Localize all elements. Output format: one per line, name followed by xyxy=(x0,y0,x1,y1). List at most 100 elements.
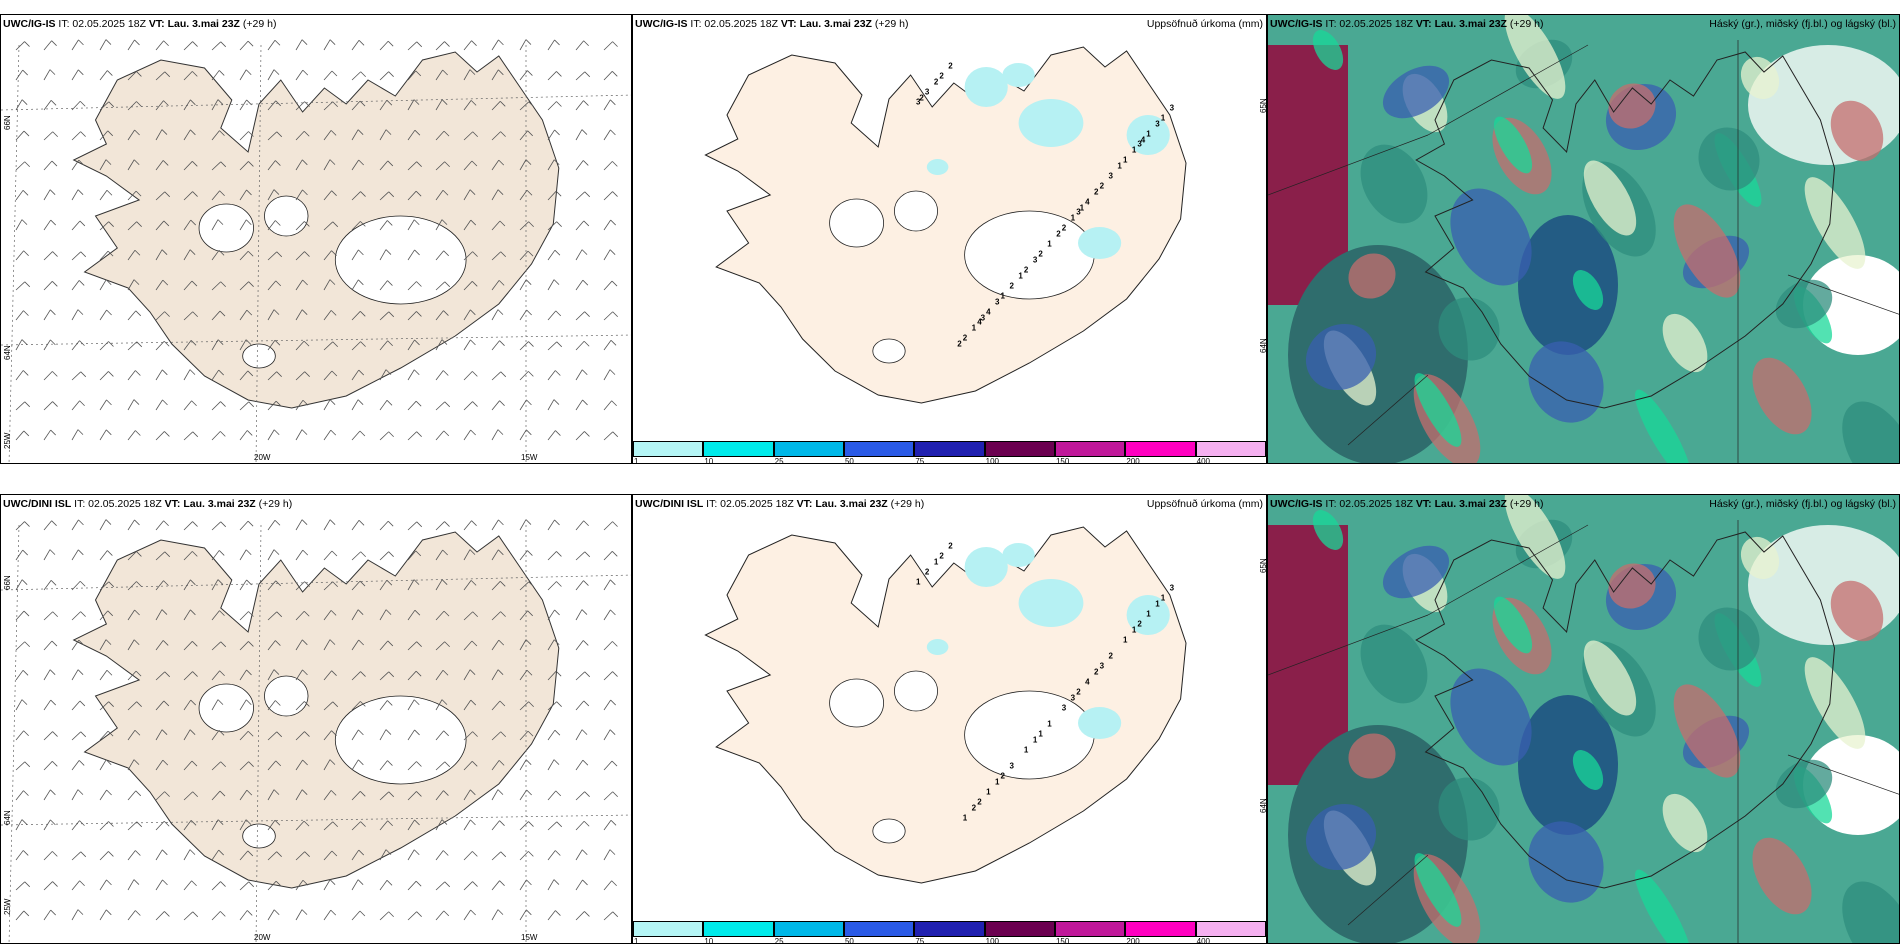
wind-barb-flag xyxy=(247,730,254,737)
wind-barb-flag xyxy=(274,519,281,526)
wind-barb-flag xyxy=(500,611,506,617)
precip-map-panel-top: UWC/IG-IS IT: 02.05.2025 18Z VT: Lau. 3.… xyxy=(632,14,1267,464)
wind-barb xyxy=(491,39,499,51)
wind-barb xyxy=(71,189,79,201)
wind-barb-flag xyxy=(610,219,616,226)
wind-barb-flag xyxy=(385,369,392,375)
wind-barb-flag xyxy=(444,41,450,47)
wind-barb-flag xyxy=(416,431,422,437)
cloud-patch xyxy=(1414,373,1462,447)
precip-value-label: 4 xyxy=(1141,136,1146,145)
wind-barb xyxy=(463,611,474,621)
wind-barb-flag xyxy=(556,101,562,107)
wind-barb xyxy=(463,549,471,561)
wind-barb-flag xyxy=(583,820,590,827)
wind-barb-flag xyxy=(78,549,84,556)
lat-label-64n: 64N xyxy=(3,345,12,360)
wind-barb-flag xyxy=(24,161,30,168)
wind-barb xyxy=(295,789,303,801)
wind-barb xyxy=(323,550,333,561)
cloud-patch xyxy=(1360,144,1428,224)
precip-value-label: 1 xyxy=(1071,214,1076,223)
wind-barb-flag xyxy=(388,551,394,557)
wind-barb-flag xyxy=(360,71,366,78)
wind-barb xyxy=(463,881,473,891)
wind-barb-flag xyxy=(106,789,112,796)
cloud-patch xyxy=(1305,803,1377,871)
wind-barb-flag xyxy=(275,400,282,407)
wind-barb xyxy=(435,130,445,141)
wind-barb xyxy=(183,280,193,291)
wind-barb-flag xyxy=(387,340,393,347)
wind-barb xyxy=(575,40,584,51)
wind-barb-flag xyxy=(218,849,224,856)
wind-barb-flag xyxy=(303,610,310,617)
wind-barb xyxy=(603,820,612,831)
boundary-line xyxy=(1268,134,1429,196)
wind-barb xyxy=(379,551,389,561)
wind-barb-flag xyxy=(472,371,478,377)
wind-barb-flag xyxy=(189,849,196,855)
wind-barb xyxy=(351,821,361,831)
wind-barb xyxy=(239,250,249,261)
wind-barb-flag xyxy=(444,401,451,408)
precip-value-label: 2 xyxy=(972,804,977,813)
wind-barb-flag xyxy=(553,159,560,166)
wind-barb xyxy=(127,790,137,801)
wind-barb xyxy=(43,881,53,891)
wind-barb-flag xyxy=(609,729,616,735)
cloud-patch xyxy=(1312,30,1344,70)
wind-barb xyxy=(71,700,81,711)
wind-barb-flag xyxy=(442,669,449,676)
graticule-line xyxy=(1,94,631,111)
precip-value-label: 4 xyxy=(986,308,991,317)
wind-barb-flag xyxy=(609,849,616,855)
wind-barb xyxy=(323,310,332,321)
wind-barb-flag xyxy=(499,400,505,406)
wind-barb xyxy=(547,159,555,171)
wind-barb xyxy=(155,820,165,831)
cloud-patch xyxy=(1635,389,1691,463)
wind-barb xyxy=(211,699,219,711)
boundary-line xyxy=(1787,274,1899,315)
wind-barb-flag xyxy=(78,760,85,766)
wind-barb-flag xyxy=(79,220,86,227)
wind-barb-flag xyxy=(108,221,114,227)
wind-barb xyxy=(575,729,583,741)
wind-barb-flag xyxy=(219,790,226,797)
precip-area xyxy=(1002,63,1035,87)
wind-barb-flag xyxy=(582,399,588,406)
wind-barb xyxy=(155,340,165,351)
wind-barb-flag xyxy=(611,551,618,557)
wind-barb-flag xyxy=(499,220,506,227)
wind-barb-flag xyxy=(245,69,252,76)
wind-barb-flag xyxy=(527,250,534,257)
wind-barb-flag xyxy=(50,580,57,586)
wind-barb-flag xyxy=(136,341,143,348)
wind-barb-flag xyxy=(136,701,142,707)
wind-barb-flag xyxy=(49,549,56,555)
wind-barb xyxy=(155,129,163,141)
wind-barb xyxy=(351,129,359,141)
wind-barb-flag xyxy=(273,669,280,675)
wind-barb-flag xyxy=(190,340,197,346)
wind-barb-flag xyxy=(612,431,619,438)
wind-barb-flag xyxy=(217,339,224,345)
wind-barb xyxy=(267,40,276,51)
wind-barb-flag xyxy=(387,520,394,527)
wind-barb-flag xyxy=(388,431,394,438)
wind-barb xyxy=(519,341,529,351)
wind-barb-flag xyxy=(612,41,618,47)
wind-barb-flag xyxy=(21,339,28,345)
wind-barb-flag xyxy=(301,39,308,45)
wind-barb-flag xyxy=(133,159,140,166)
wind-barb xyxy=(211,161,222,171)
wind-barb xyxy=(127,879,135,891)
glacier-outline xyxy=(893,190,938,232)
lat-label-25w: 25W xyxy=(3,432,12,449)
wind-barb-flag xyxy=(331,850,338,857)
colorbar-cell xyxy=(844,921,915,937)
wind-barb-flag xyxy=(556,821,563,828)
wind-barb xyxy=(407,880,417,891)
wind-barb xyxy=(15,521,25,531)
